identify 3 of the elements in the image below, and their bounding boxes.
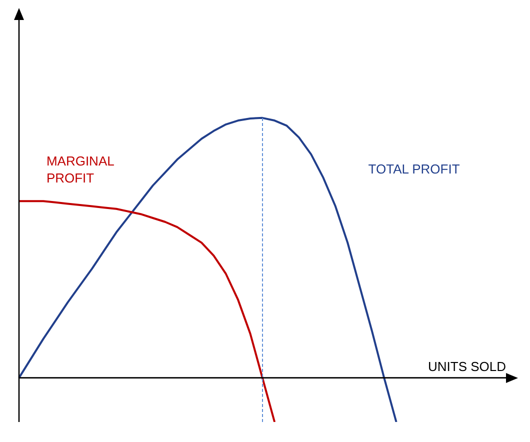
x-axis-title: UNITS SOLD (428, 358, 506, 374)
series-label: MARGINAL PROFIT (46, 153, 114, 186)
text: TOTAL PROFIT (368, 162, 460, 177)
